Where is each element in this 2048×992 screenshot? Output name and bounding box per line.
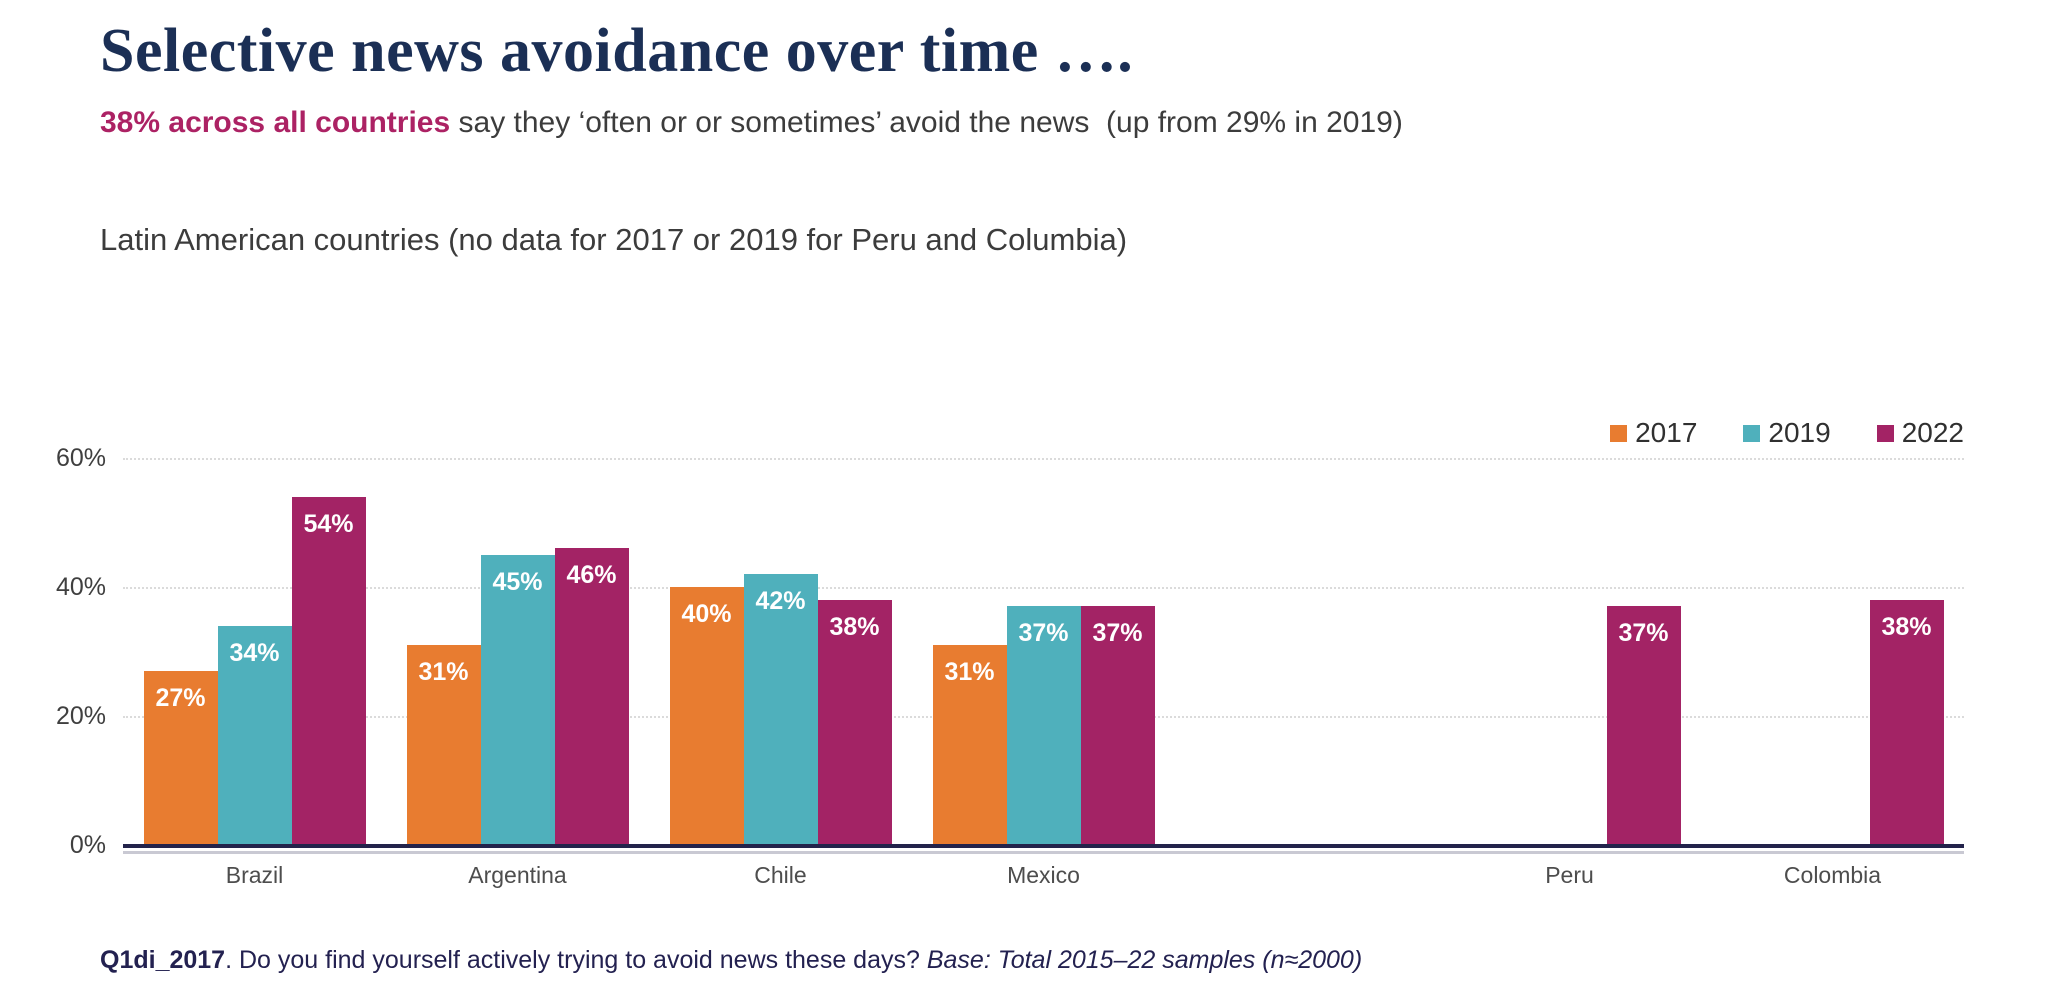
x-axis-shadow-line [123,851,1964,854]
bar-chile-2019: 42% [743,574,818,845]
bar-chile-2022: 38% [817,599,892,845]
legend-label: 2019 [1768,417,1831,448]
category-label-brazil: Brazil [225,862,284,888]
bar-argentina-2022: 46% [554,548,629,845]
bar-value-label: 38% [1881,612,1932,641]
legend-item-2017: 2017 [1610,417,1697,449]
bar-brazil-2019: 34% [217,625,292,845]
bar-value-label: 37% [1618,619,1669,648]
legend-swatch-2022-icon [1876,424,1894,442]
bar-value-label: 46% [566,561,617,590]
subtitle-highlight: 38% across all countries [100,106,451,139]
bar-value-label: 54% [303,509,354,538]
base-note: Base: Total 2015–22 samples (n≈2000) [926,946,1363,974]
bar-colombia-2022: 38% [1869,599,1944,845]
question-text: . Do you find yourself actively trying t… [225,946,927,974]
source-note: Q1di_2017. Do you find yourself actively… [100,946,1362,975]
category-label-mexico: Mexico [1007,862,1080,888]
bar-value-label: 45% [492,567,543,596]
legend-swatch-2017-icon [1610,424,1628,442]
category-label-colombia: Colombia [1783,862,1882,888]
legend-item-2019: 2019 [1743,417,1831,449]
bar-chart-plot-area: 27% 34% 54% Brazil 31% 45% 46% Argentina 40% 42% 3… [123,400,1964,900]
category-label-argentina: Argentina [468,862,567,888]
bar-mexico-2017: 31% [932,645,1007,845]
category-label-chile: Chile [754,862,807,888]
bar-peru-2022: 37% [1606,606,1681,845]
bar-argentina-2017: 31% [406,645,481,845]
legend-label: 2017 [1635,417,1698,448]
section-label: Latin American countries (no data for 20… [100,222,1128,257]
page-title: Selective news avoidance over time …. [100,17,1134,85]
bar-argentina-2019: 45% [480,554,555,845]
bar-value-label: 38% [829,612,880,641]
y-axis-tick-label: 60% [55,444,106,472]
bar-value-label: 31% [418,658,469,687]
subtitle: 38% across all countries say they ‘often… [100,106,1403,140]
bar-mexico-2022: 37% [1080,606,1155,845]
bar-value-label: 37% [1018,619,1069,648]
bar-brazil-2017: 27% [143,670,218,845]
chart-legend: 2017 2019 2022 [1610,417,1964,449]
bar-value-label: 37% [1092,619,1143,648]
bar-mexico-2019: 37% [1006,606,1081,845]
gridline-60 [123,458,1964,460]
x-axis-line [123,844,1964,848]
bar-chile-2017: 40% [669,587,744,845]
category-label-peru: Peru [1545,862,1594,888]
gridline-40 [123,587,1964,589]
bar-value-label: 31% [944,658,995,687]
y-axis-tick-label: 40% [55,573,106,601]
bar-value-label: 40% [681,600,732,628]
legend-item-2022: 2022 [1876,417,1964,449]
y-axis-tick-label: 20% [55,702,106,730]
subtitle-rest: say they ‘often or or sometimes’ avoid t… [450,106,1403,139]
bar-value-label: 42% [755,587,806,616]
y-axis-tick-label: 0% [69,831,106,859]
bar-brazil-2022: 54% [291,496,366,845]
bar-value-label: 34% [229,638,280,667]
y-axis: 0% 20% 40% 60% [20,400,106,900]
legend-swatch-2019-icon [1743,424,1761,442]
bar-value-label: 27% [155,683,206,712]
question-code: Q1di_2017 [100,946,226,974]
legend-label: 2022 [1901,417,1964,448]
